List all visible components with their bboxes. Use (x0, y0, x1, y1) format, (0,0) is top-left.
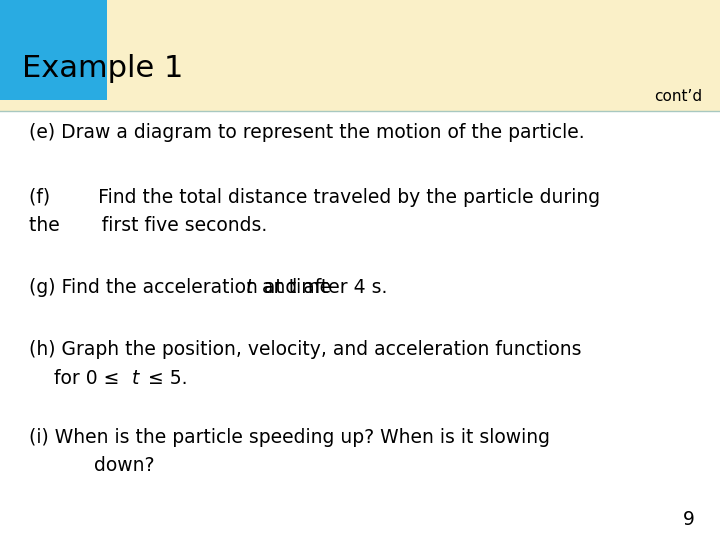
Text: and after 4 s.: and after 4 s. (256, 278, 387, 297)
Text: down?: down? (94, 456, 154, 475)
Text: Example 1: Example 1 (22, 54, 183, 83)
Text: t: t (246, 278, 253, 297)
Text: ≤ 5.: ≤ 5. (142, 368, 187, 388)
Text: for 0 ≤: for 0 ≤ (54, 368, 125, 388)
Text: (i) When is the particle speeding up? When is it slowing: (i) When is the particle speeding up? Wh… (29, 428, 550, 447)
Text: (g) Find the acceleration at time: (g) Find the acceleration at time (29, 278, 337, 297)
Text: the       first five seconds.: the first five seconds. (29, 215, 267, 235)
Text: (h) Graph the position, velocity, and acceleration functions: (h) Graph the position, velocity, and ac… (29, 340, 581, 359)
Text: (f)        Find the total distance traveled by the particle during: (f) Find the total distance traveled by … (29, 187, 600, 207)
Text: t: t (132, 368, 139, 388)
Bar (0, 0, 720, 111)
Bar (0, 111, 720, 540)
Text: (e) Draw a diagram to represent the motion of the particle.: (e) Draw a diagram to represent the moti… (29, 123, 585, 142)
Text: cont’d: cont’d (654, 89, 702, 104)
Text: 9: 9 (683, 510, 695, 529)
Bar (0, 0, 107, 100)
